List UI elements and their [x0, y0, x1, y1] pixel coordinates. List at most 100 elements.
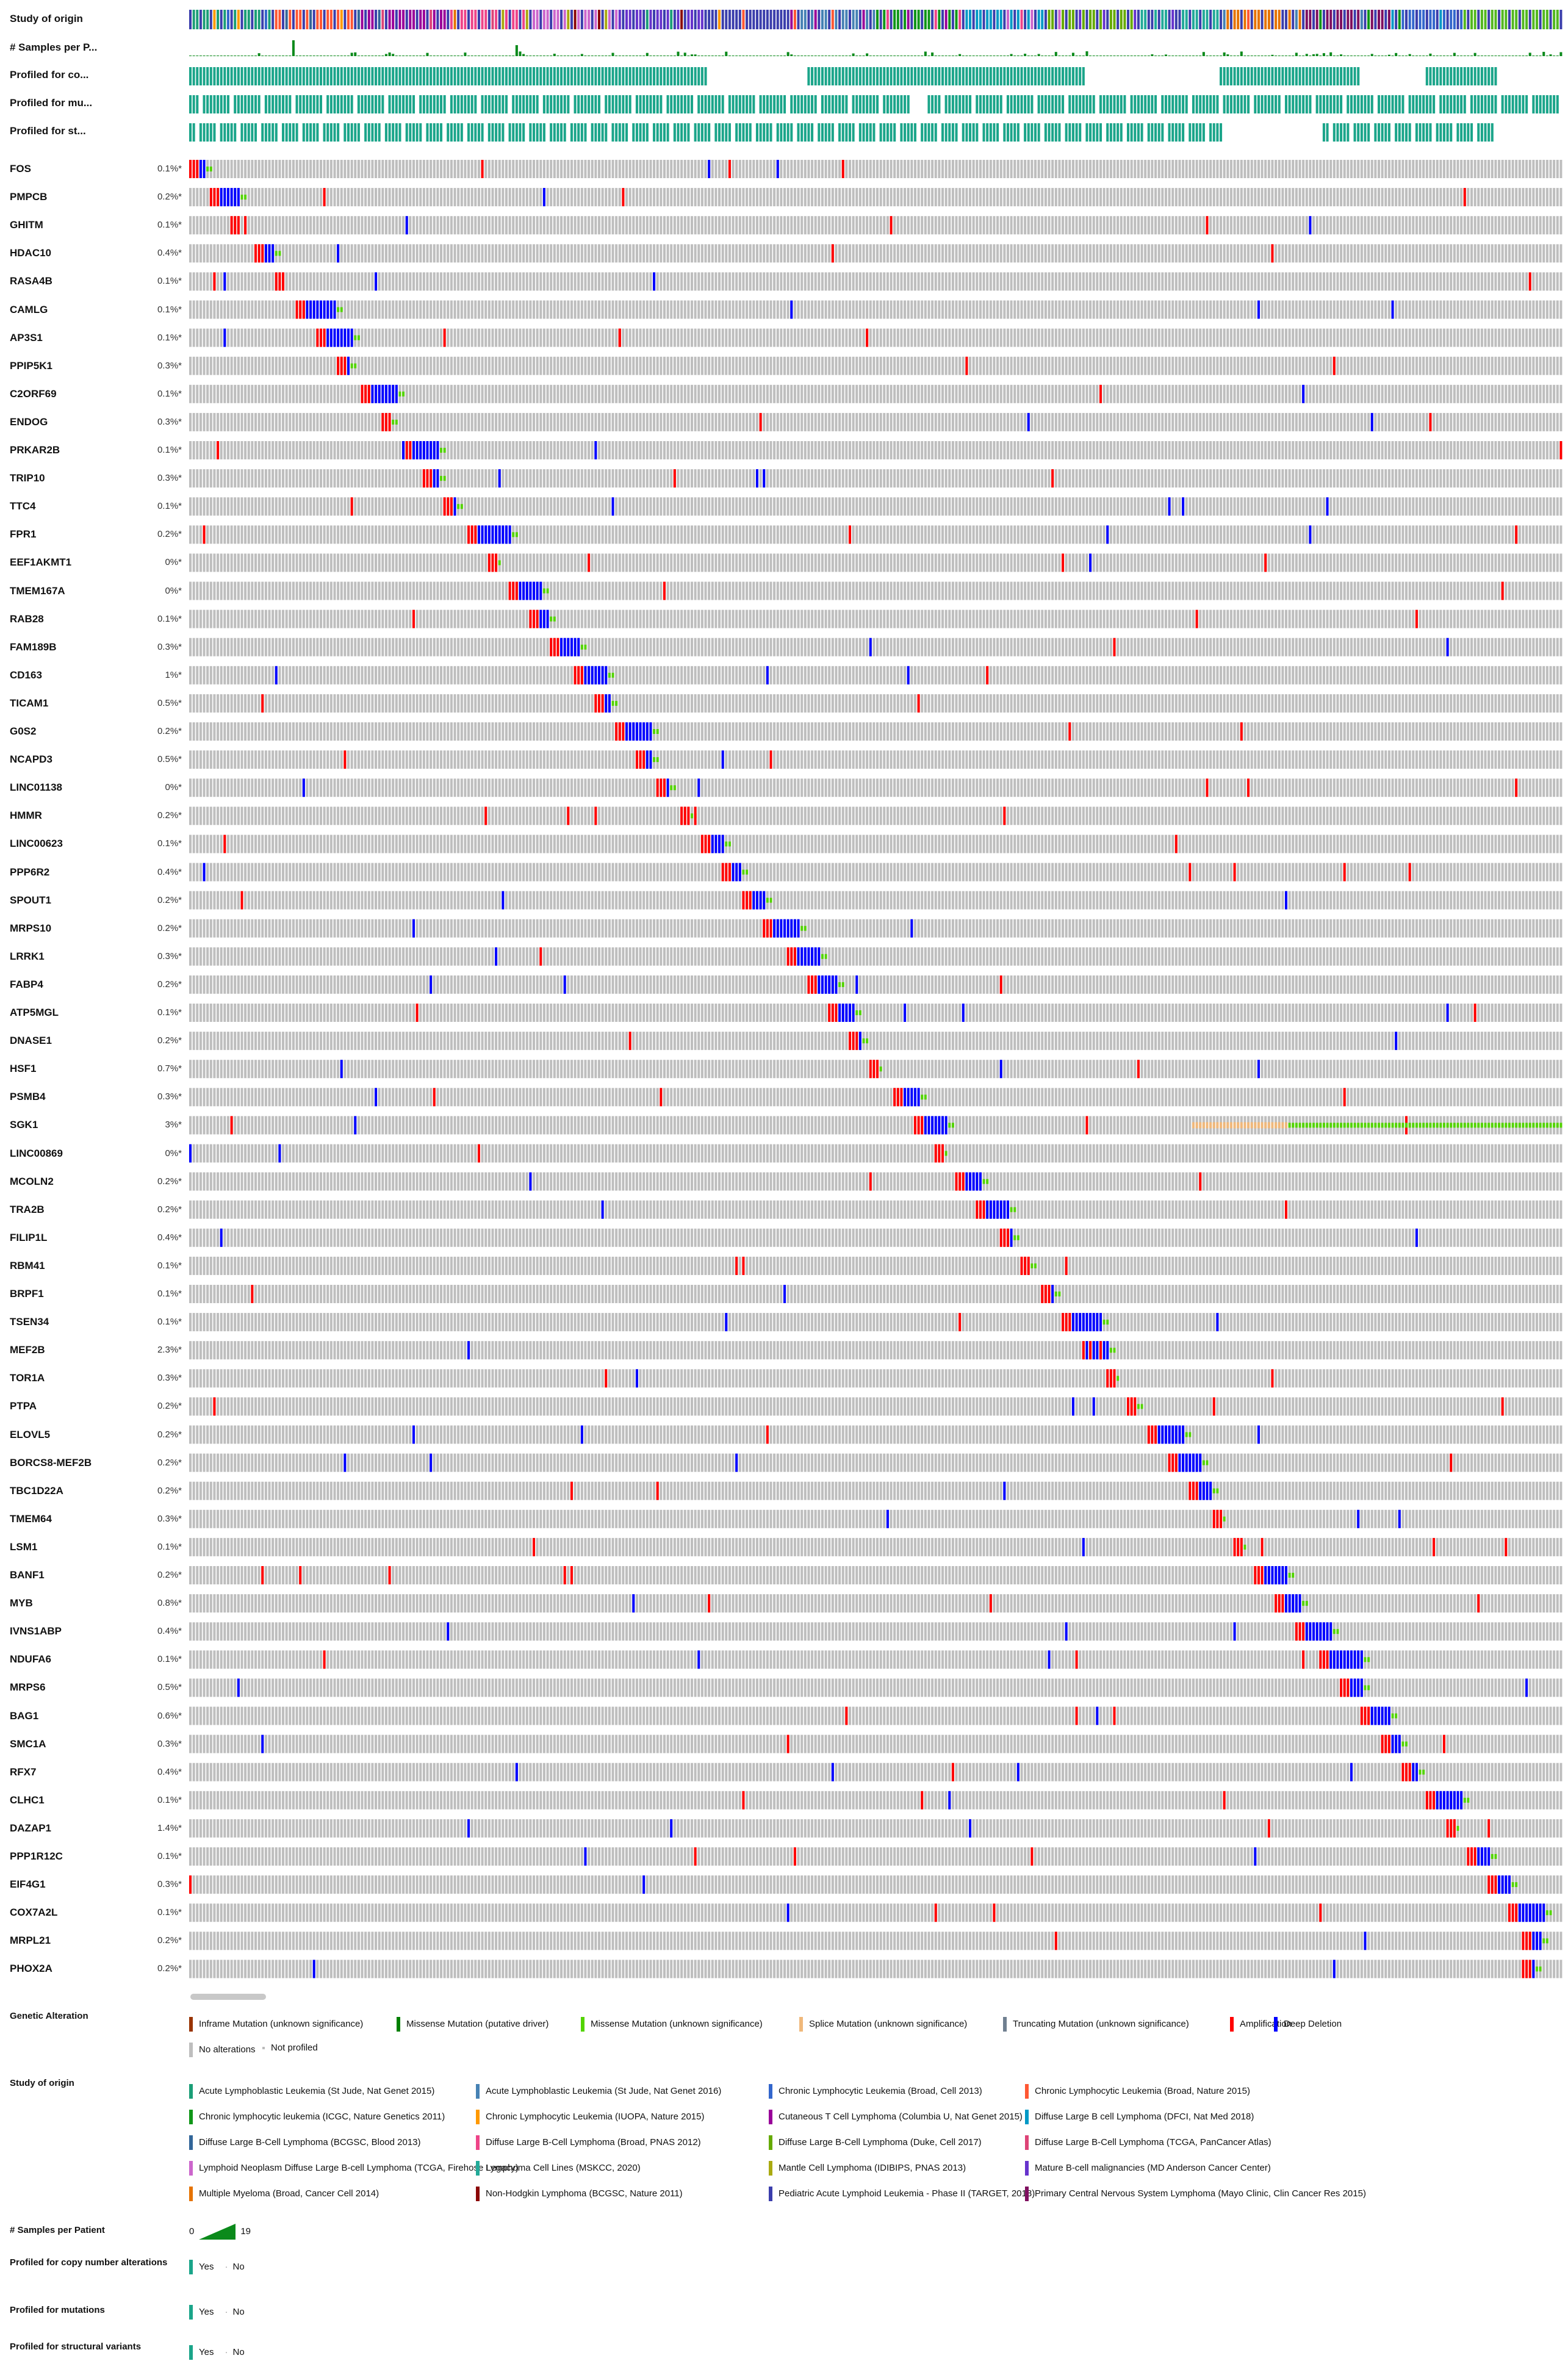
no-alteration-cell — [474, 329, 477, 347]
no-alteration-cell — [1154, 301, 1157, 319]
gene-row-ppip5k1[interactable] — [189, 357, 1562, 375]
no-alteration-cell — [1062, 357, 1064, 375]
profiled-cna-cell — [594, 67, 597, 85]
study-cell — [1085, 10, 1088, 29]
study-cell — [539, 10, 542, 29]
profiled-mut-cell — [375, 95, 377, 113]
no-alteration-cell — [732, 301, 735, 319]
samples-bar — [924, 52, 927, 56]
samples-bar — [1371, 54, 1373, 56]
profiled-mut-cell — [272, 95, 274, 113]
no-alteration-cell — [550, 216, 552, 234]
no-alteration-cell — [749, 244, 752, 262]
study-cell — [869, 10, 872, 29]
no-alteration-cell — [275, 329, 278, 347]
no-alteration-cell — [447, 272, 449, 290]
no-alteration-cell — [254, 160, 257, 178]
study-cell — [629, 10, 631, 29]
no-alteration-cell — [1295, 216, 1298, 234]
no-alteration-cell — [629, 188, 631, 206]
study-cell — [965, 10, 968, 29]
alteration-cell — [326, 301, 329, 319]
no-alteration-cell — [646, 301, 649, 319]
no-alteration-cell — [457, 244, 459, 262]
samples-bar — [1340, 54, 1342, 56]
profiled-cna-cell — [691, 67, 693, 85]
no-alteration-cell — [303, 188, 305, 206]
no-alteration-cell — [1501, 272, 1504, 290]
study-cell — [340, 10, 343, 29]
profiled-cna-cell — [464, 67, 466, 85]
gene-row-hdac10[interactable] — [189, 244, 1562, 262]
no-alteration-cell — [797, 272, 800, 290]
profiled-cna-cell — [907, 67, 910, 85]
no-alteration-cell — [938, 301, 940, 319]
no-alteration-cell — [1467, 188, 1469, 206]
no-alteration-cell — [1456, 272, 1459, 290]
no-alteration-cell — [351, 188, 353, 206]
no-alteration-cell — [1470, 329, 1473, 347]
gene-row-camlg[interactable] — [189, 301, 1562, 319]
gene-row-rasa4b[interactable] — [189, 272, 1562, 290]
profiled-mut-cell — [1000, 95, 1002, 113]
no-alteration-cell — [653, 329, 655, 347]
no-alteration-cell — [1361, 272, 1363, 290]
no-alteration-cell — [769, 301, 772, 319]
no-alteration-cell — [364, 188, 367, 206]
no-alteration-cell — [876, 329, 879, 347]
no-alteration-cell — [533, 272, 535, 290]
no-alteration-cell — [1378, 160, 1380, 178]
no-alteration-cell — [574, 188, 577, 206]
no-alteration-cell — [1096, 188, 1098, 206]
no-alteration-cell — [292, 244, 295, 262]
study-cell — [193, 10, 195, 29]
no-alteration-cell — [760, 329, 762, 347]
no-alteration-cell — [491, 301, 494, 319]
gene-row-pmpcb[interactable] — [189, 188, 1562, 206]
no-alteration-cell — [1474, 244, 1476, 262]
no-alteration-cell — [488, 301, 491, 319]
no-alteration-cell — [1003, 188, 1005, 206]
no-alteration-cell — [890, 188, 893, 206]
study-cell — [973, 10, 975, 29]
study-cell — [1268, 10, 1270, 29]
alteration-cell — [1309, 216, 1311, 234]
no-alteration-cell — [1426, 216, 1428, 234]
no-alteration-cell — [272, 301, 274, 319]
no-alteration-cell — [1319, 160, 1322, 178]
study-cell — [773, 10, 775, 29]
study-cell — [1333, 10, 1336, 29]
alteration-cell — [254, 244, 257, 262]
no-alteration-cell — [680, 188, 683, 206]
no-alteration-cell — [581, 357, 583, 375]
no-alteration-cell — [323, 216, 326, 234]
no-alteration-cell — [254, 272, 257, 290]
no-alteration-cell — [921, 301, 923, 319]
no-alteration-cell — [973, 216, 975, 234]
no-alteration-cell — [680, 160, 683, 178]
profiled-sv-cell — [632, 123, 635, 142]
no-alteration-cell — [1456, 160, 1459, 178]
study-cell — [732, 10, 735, 29]
no-alteration-cell — [746, 216, 748, 234]
gene-row-ghitm[interactable] — [189, 216, 1562, 234]
no-alteration-cell — [444, 272, 446, 290]
no-alteration-cell — [1168, 188, 1171, 206]
no-alteration-cell — [1529, 188, 1531, 206]
no-alteration-cell — [904, 357, 906, 375]
no-alteration-cell — [1000, 272, 1002, 290]
no-alteration-cell — [1158, 188, 1160, 206]
profiled-sv-cell — [231, 123, 233, 142]
no-alteration-cell — [1034, 357, 1037, 375]
gene-row-fos[interactable] — [189, 160, 1562, 178]
no-alteration-cell — [979, 160, 982, 178]
no-alteration-cell — [1484, 160, 1487, 178]
no-alteration-cell — [787, 160, 789, 178]
no-alteration-cell — [1481, 244, 1483, 262]
profiled-mut-cell — [1546, 95, 1548, 113]
study-cell — [674, 10, 676, 29]
gene-row-ap3s1[interactable] — [189, 329, 1562, 347]
study-cell — [990, 10, 992, 29]
profiled-cna-cell — [838, 67, 841, 85]
profiled-sv-cell — [976, 123, 978, 142]
